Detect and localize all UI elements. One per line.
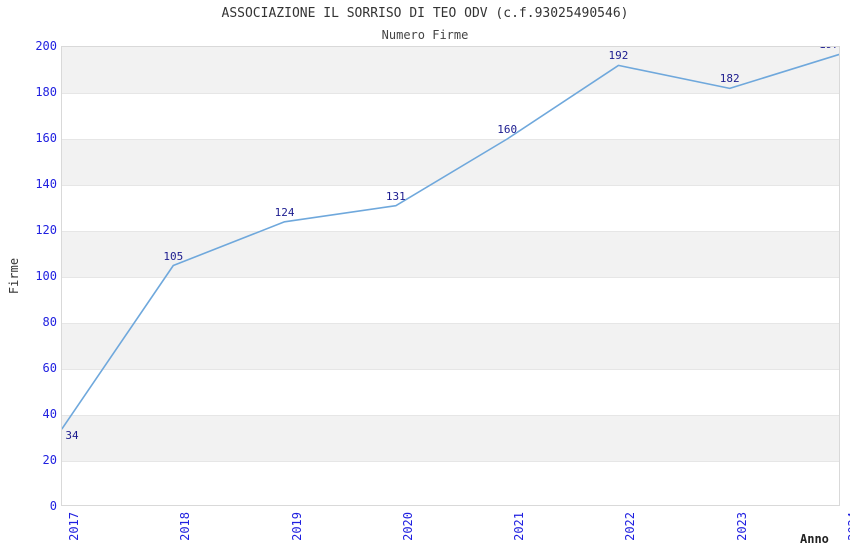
y-tick-label: 20 (42, 453, 57, 467)
data-point-label: 182 (719, 72, 740, 86)
y-tick-label: 100 (35, 269, 57, 283)
y-tick-label: 180 (35, 85, 57, 99)
x-tick-label: 2019 (289, 512, 304, 541)
chart-title: ASSOCIAZIONE IL SORRISO DI TEO ODV (c.f.… (221, 6, 629, 21)
data-point-label: 34 (65, 428, 79, 442)
x-tick-label: 2017 (67, 512, 81, 541)
gridline (62, 277, 839, 278)
band (62, 231, 839, 277)
y-tick-label: 120 (35, 223, 57, 237)
x-tick-label: 2023 (734, 512, 749, 541)
x-tick-label: 2021 (512, 512, 527, 541)
y-axis-tick-labels: 0 20 40 60 80 100 120 140 160 180 200 (0, 0, 57, 550)
gridline (62, 323, 839, 324)
data-point-label: 131 (385, 189, 406, 203)
band (62, 139, 839, 185)
y-tick-label: 40 (42, 407, 57, 421)
y-tick-label: 80 (42, 315, 57, 329)
plot-area: 34 105 124 131 160 192 182 197 (61, 46, 840, 506)
gridline (62, 185, 839, 186)
x-axis-title: Anno (800, 532, 829, 546)
y-tick-label: 160 (35, 131, 57, 145)
chart-subtitle: Numero Firme (381, 28, 469, 42)
x-tick-label: 2020 (400, 512, 415, 541)
gridline (62, 461, 839, 462)
x-tick-label: 2022 (623, 512, 638, 541)
data-point-label: 192 (608, 49, 629, 63)
gridline (62, 139, 839, 140)
gridline (62, 369, 839, 370)
line-series (62, 53, 839, 430)
x-axis-tick-labels: 2017 2018 2019 2020 2021 2022 2023 2024 (0, 506, 850, 550)
y-tick-label: 140 (35, 177, 57, 191)
y-tick-label: 200 (35, 39, 57, 53)
band (62, 47, 839, 93)
gridline (62, 415, 839, 416)
gridline (62, 93, 839, 94)
x-tick-label: 2018 (178, 512, 193, 541)
x-tick-label: 2024 (846, 512, 850, 541)
y-tick-label: 60 (42, 361, 57, 375)
gridline (62, 231, 839, 232)
band (62, 415, 839, 461)
band (62, 323, 839, 369)
data-point-label: 160 (497, 123, 518, 136)
y-axis-title: Firme (7, 257, 21, 295)
y-tick-label: 0 (49, 499, 57, 513)
data-point-label: 105 (163, 249, 184, 263)
data-point-label: 124 (274, 205, 295, 219)
data-point-label: 197 (819, 47, 839, 51)
series-polyline (62, 53, 839, 430)
